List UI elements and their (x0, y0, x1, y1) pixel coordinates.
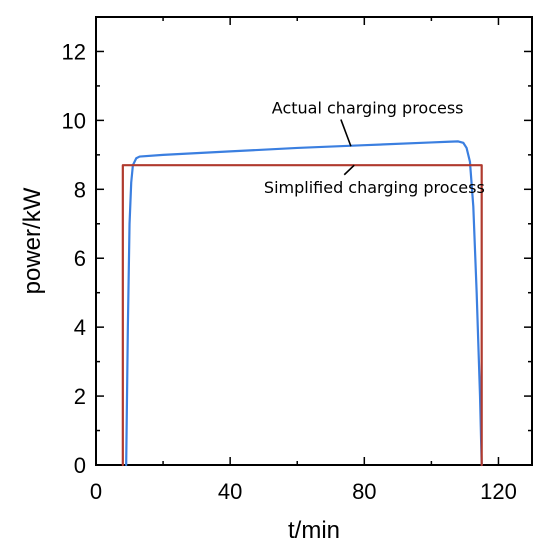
x-tick-label: 0 (90, 479, 102, 504)
y-tick-label: 0 (74, 453, 86, 478)
x-tick-label: 120 (480, 479, 517, 504)
y-tick-label: 2 (74, 384, 86, 409)
ticks-layer: 0 40 80 120 0 2 4 6 8 10 12 (62, 16, 532, 504)
x-tick-label: 40 (218, 479, 242, 504)
y-axis-title: power/kW (19, 187, 46, 294)
annotation-simplified-label: Simplified charging process (264, 178, 485, 197)
y-tick-label: 10 (62, 108, 86, 133)
x-tick-label: 80 (352, 479, 376, 504)
series-line-simplified (121, 164, 483, 467)
y-tick-label: 8 (74, 177, 86, 202)
x-axis-title: t/min (288, 517, 340, 544)
series-line-actual (125, 140, 483, 467)
annotation-leader-line (343, 164, 355, 176)
y-tick-label: 4 (74, 315, 86, 340)
annotation-actual-label: Actual charging process (272, 98, 464, 117)
y-tick-label: 6 (74, 246, 86, 271)
annotation-leader-line (340, 119, 352, 147)
plot-frame (95, 16, 533, 466)
y-tick-label: 12 (62, 39, 86, 64)
series-layer (121, 140, 483, 467)
annotation-layer: Actual charging process Simplified chargi… (264, 98, 485, 196)
